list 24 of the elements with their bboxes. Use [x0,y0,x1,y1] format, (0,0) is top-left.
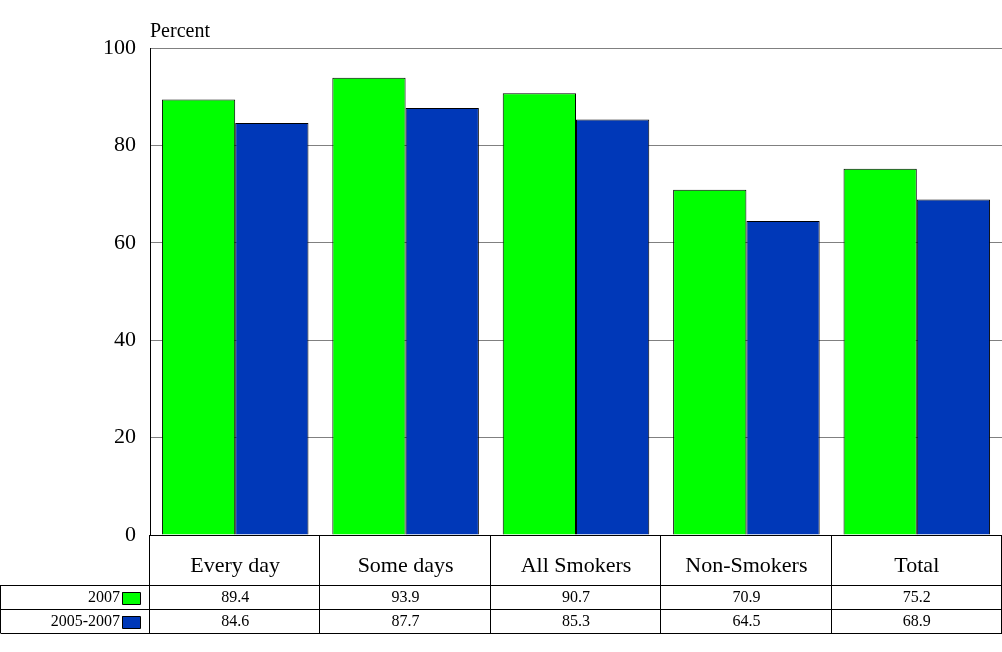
data-label: 84.6 [221,612,250,630]
x-tick-label: Every day [190,551,281,577]
data-label: 70.9 [732,588,761,606]
data-label: 64.5 [732,612,761,630]
y-tick-label: 0 [125,520,136,546]
data-label: 89.4 [221,588,250,606]
data-label: 90.7 [562,588,590,606]
y-tick-label: 20 [114,423,136,449]
data-label: 85.3 [562,612,590,630]
data-label: 68.9 [902,612,931,630]
y-tick-label: 40 [114,325,136,351]
x-tick-label: Total [894,551,940,577]
y-tick-label: 60 [114,228,136,254]
x-tick-label: All Smokers [520,551,632,577]
data-label: 93.9 [391,588,420,606]
data-label: 87.7 [391,612,420,630]
x-tick-label: Some days [357,551,454,577]
y-tick-label: 100 [103,33,136,59]
legend-label: 2005-2007 [50,612,120,630]
y-axis-title: Percent [150,19,211,42]
x-tick-label: Non-Smokers [685,551,808,577]
y-tick-label: 80 [114,131,136,157]
data-label: 75.2 [902,588,931,606]
legend-label: 2007 [88,588,120,606]
